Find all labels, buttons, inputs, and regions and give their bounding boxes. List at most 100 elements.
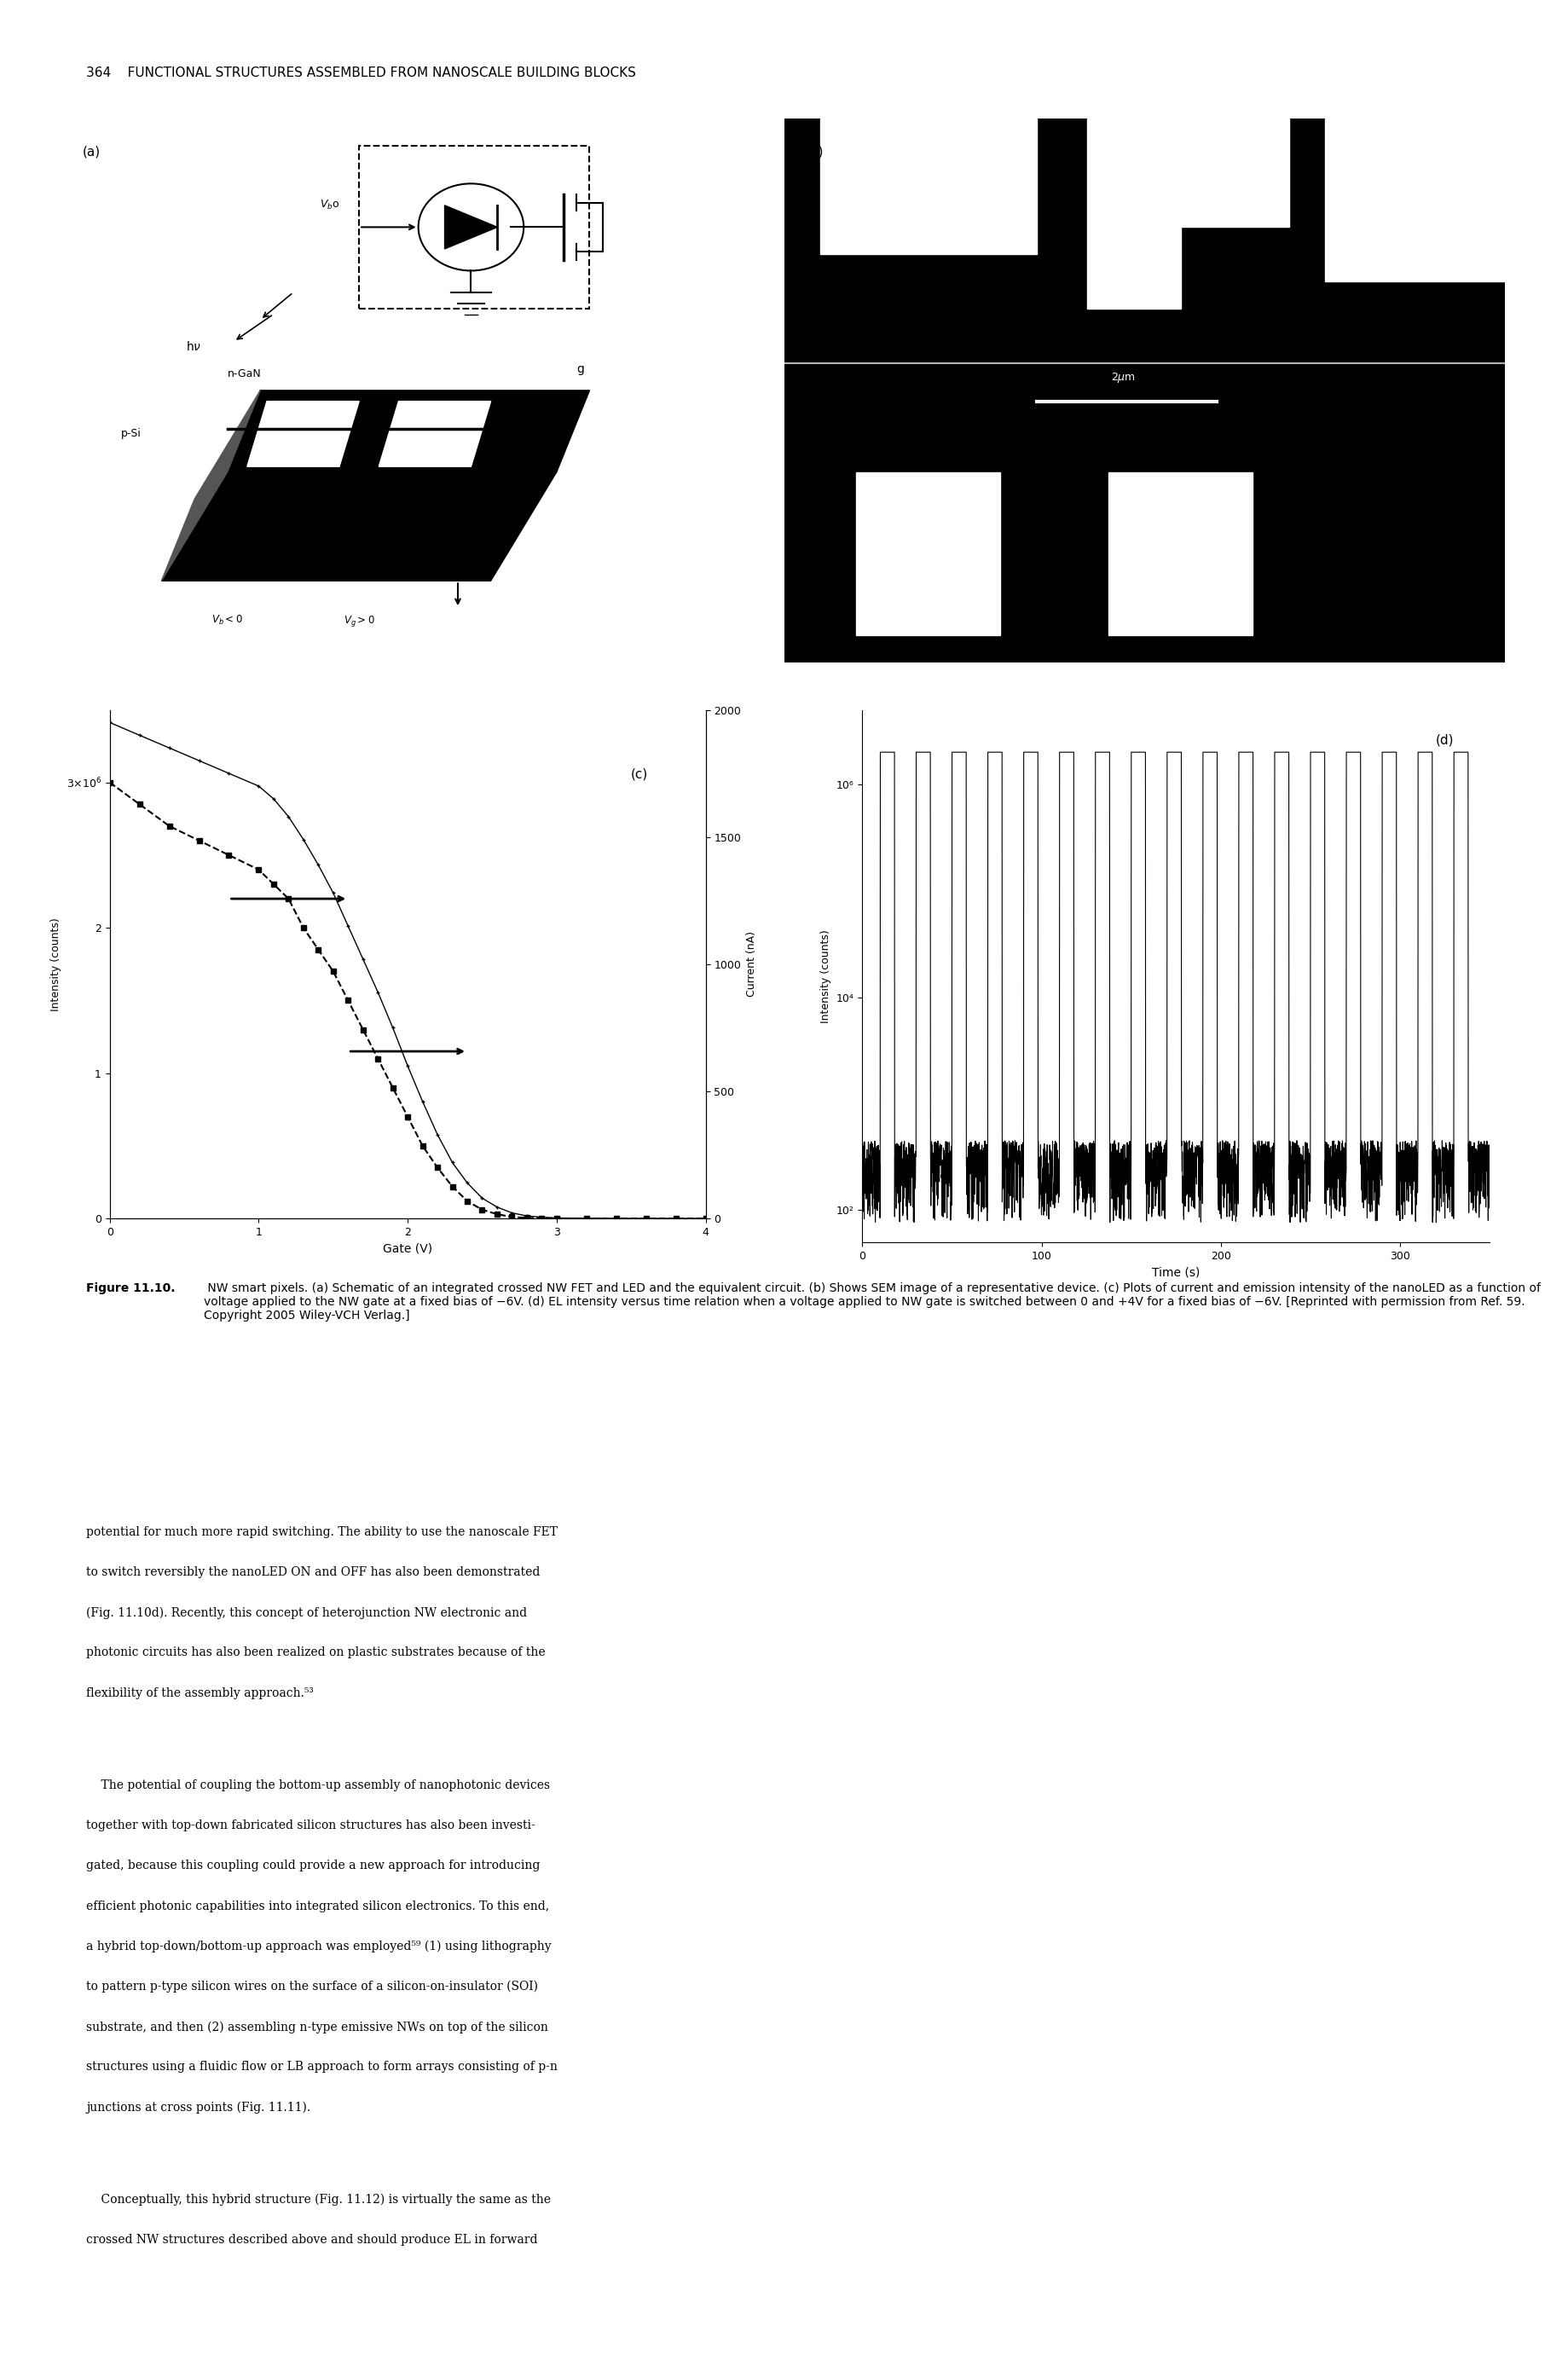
Current (160, 733, 179, 762)
Intensity (354, 1015, 373, 1043)
Current (488, 1192, 506, 1221)
Current (309, 852, 328, 880)
Polygon shape (379, 402, 491, 466)
Text: crossed NW structures described above and should produce EL in forward: crossed NW structures described above an… (86, 2234, 538, 2245)
Text: $V_b$o: $V_b$o (320, 199, 339, 213)
Current (502, 1200, 521, 1228)
Intensity (442, 1171, 461, 1200)
Intensity (295, 913, 314, 942)
Intensity (368, 1043, 387, 1072)
Intensity (666, 1204, 685, 1233)
Intensity (279, 885, 298, 913)
Intensity (309, 935, 328, 963)
Current (547, 1204, 566, 1233)
Text: LED: LED (270, 433, 289, 440)
Text: a hybrid top-down/bottom-up approach was employed⁵⁹ (1) using lithography: a hybrid top-down/bottom-up approach was… (86, 1940, 552, 1952)
Current (249, 771, 268, 800)
Current (428, 1121, 447, 1150)
Y-axis label: Intensity (counts): Intensity (counts) (820, 930, 831, 1022)
Text: to switch reversibly the nanoLED ON and OFF has also been demonstrated: to switch reversibly the nanoLED ON and … (86, 1566, 539, 1578)
Intensity (323, 958, 342, 987)
Current (383, 1013, 401, 1041)
Intensity (383, 1074, 401, 1103)
Current (263, 786, 284, 814)
Intensity (249, 856, 268, 885)
Text: 2$\mu$m: 2$\mu$m (1110, 371, 1135, 386)
Current (414, 1088, 433, 1117)
Intensity (488, 1200, 506, 1228)
Text: efficient photonic capabilities into integrated silicon electronics. To this end: efficient photonic capabilities into int… (86, 1900, 549, 1912)
Text: Figure 11.10.: Figure 11.10. (86, 1282, 176, 1294)
Current (279, 802, 298, 830)
Text: potential for much more rapid switching. The ability to use the nanoscale FET: potential for much more rapid switching.… (86, 1526, 558, 1538)
Text: FET: FET (398, 433, 417, 440)
Current (323, 878, 342, 906)
Current (100, 707, 119, 736)
Polygon shape (248, 402, 359, 466)
Text: $V_g>0$: $V_g>0$ (343, 613, 375, 627)
Intensity (577, 1204, 596, 1233)
Text: Conceptually, this hybrid structure (Fig. 11.12) is virtually the same as the: Conceptually, this hybrid structure (Fig… (86, 2193, 550, 2205)
Text: (a): (a) (83, 147, 100, 159)
Line: Current: Current (108, 722, 707, 1221)
Current (398, 1051, 417, 1079)
Polygon shape (227, 390, 590, 473)
Current (130, 722, 149, 750)
Intensity (414, 1131, 433, 1159)
Current (354, 944, 373, 972)
Intensity (100, 769, 119, 797)
Intensity (637, 1204, 655, 1233)
Intensity (263, 871, 284, 899)
Polygon shape (1087, 118, 1289, 227)
Intensity (607, 1204, 626, 1233)
Text: (c): (c) (630, 769, 649, 781)
Line: Intensity: Intensity (107, 778, 709, 1221)
Text: flexibility of the assembly approach.⁵³: flexibility of the assembly approach.⁵³ (86, 1687, 314, 1699)
Current (607, 1204, 626, 1233)
Polygon shape (162, 390, 260, 580)
Text: p-Si: p-Si (121, 428, 141, 440)
Text: junctions at cross points (Fig. 11.11).: junctions at cross points (Fig. 11.11). (86, 2101, 310, 2113)
Intensity (130, 790, 149, 819)
Current (442, 1148, 461, 1176)
Text: structures using a fluidic flow or LB approach to form arrays consisting of p-n: structures using a fluidic flow or LB ap… (86, 2061, 558, 2073)
Polygon shape (820, 118, 1036, 256)
Intensity (502, 1202, 521, 1230)
Y-axis label: Current (nA): Current (nA) (746, 932, 757, 996)
Intensity (696, 1204, 715, 1233)
Current (190, 748, 209, 776)
Intensity (458, 1188, 477, 1216)
Polygon shape (162, 473, 557, 580)
Text: (b): (b) (806, 147, 823, 159)
Text: The potential of coupling the bottom-up assembly of nanophotonic devices: The potential of coupling the bottom-up … (86, 1779, 550, 1791)
Polygon shape (1109, 473, 1253, 636)
Intensity (339, 987, 358, 1015)
Text: photonic circuits has also been realized on plastic substrates because of the: photonic circuits has also been realized… (86, 1647, 546, 1659)
Intensity (398, 1103, 417, 1131)
Text: NW smart pixels. (a) Schematic of an integrated crossed NW FET and LED and the e: NW smart pixels. (a) Schematic of an int… (204, 1282, 1541, 1323)
Current (696, 1204, 715, 1233)
X-axis label: Gate (V): Gate (V) (383, 1242, 433, 1254)
Polygon shape (856, 473, 1000, 636)
Intensity (220, 840, 238, 868)
Current (368, 977, 387, 1006)
Current (517, 1202, 536, 1230)
Current (532, 1202, 552, 1230)
Current (339, 911, 358, 939)
Intensity (547, 1204, 566, 1233)
X-axis label: Time (s): Time (s) (1152, 1266, 1200, 1278)
Polygon shape (1325, 118, 1505, 282)
Text: to pattern p-type silicon wires on the surface of a silicon-on-insulator (SOI): to pattern p-type silicon wires on the s… (86, 1980, 538, 1992)
Text: $V_b<0$: $V_b<0$ (212, 613, 243, 627)
Current (458, 1169, 477, 1197)
Intensity (190, 826, 209, 854)
Text: gated, because this coupling could provide a new approach for introducing: gated, because this coupling could provi… (86, 1860, 539, 1872)
Text: together with top-down fabricated silicon structures has also been investi-: together with top-down fabricated silico… (86, 1819, 535, 1831)
Current (474, 1183, 492, 1211)
Y-axis label: Intensity (counts): Intensity (counts) (50, 918, 61, 1010)
Text: (Fig. 11.10d). Recently, this concept of heterojunction NW electronic and: (Fig. 11.10d). Recently, this concept of… (86, 1607, 527, 1618)
Text: substrate, and then (2) assembling n-type emissive NWs on top of the silicon: substrate, and then (2) assembling n-typ… (86, 2021, 549, 2032)
Text: g: g (577, 362, 583, 376)
Text: n-GaN: n-GaN (227, 369, 262, 379)
Text: 364    FUNCTIONAL STRUCTURES ASSEMBLED FROM NANOSCALE BUILDING BLOCKS: 364 FUNCTIONAL STRUCTURES ASSEMBLED FROM… (86, 66, 637, 78)
